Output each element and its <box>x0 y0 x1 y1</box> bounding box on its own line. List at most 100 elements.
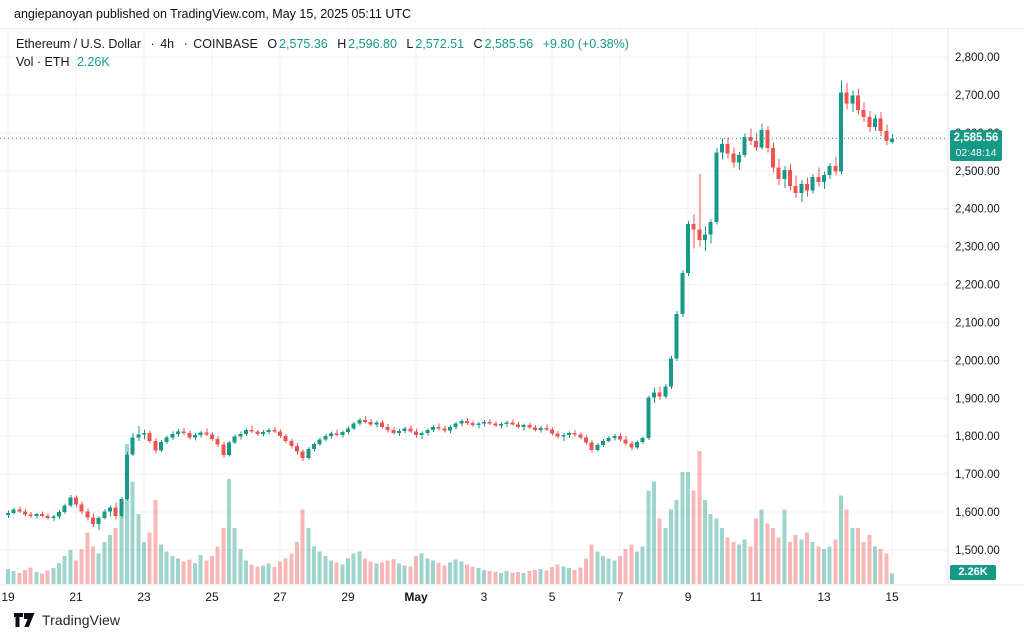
volume-bar <box>754 518 759 584</box>
volume-bar <box>601 555 606 584</box>
time-axis-label[interactable]: 27 <box>273 590 287 604</box>
tradingview-attribution[interactable]: TradingView <box>14 612 120 628</box>
candle-body <box>261 432 266 434</box>
price-axis-label[interactable]: 2,700.00 <box>955 90 1000 102</box>
price-axis-label[interactable]: 2,800.00 <box>955 52 1000 64</box>
volume-bar <box>578 567 583 584</box>
header-divider <box>0 28 1024 29</box>
candle-body <box>652 392 657 398</box>
volume-bar <box>856 527 861 584</box>
current-volume-badge: 2.26K <box>950 565 996 580</box>
time-axis-label[interactable]: 15 <box>885 590 899 604</box>
time-axis-label[interactable]: 7 <box>617 590 624 604</box>
price-axis-label[interactable]: 2,500.00 <box>955 166 1000 178</box>
candle-body <box>487 421 492 424</box>
candle-body <box>102 511 107 518</box>
volume-bar <box>102 541 107 584</box>
time-axis-label[interactable]: 25 <box>205 590 219 604</box>
time-axis-label[interactable]: 3 <box>481 590 488 604</box>
price-axis-label[interactable]: 1,600.00 <box>955 507 1000 519</box>
candle-body <box>691 223 696 230</box>
volume-bar <box>844 509 849 584</box>
candle-body <box>51 516 56 518</box>
volume-bar <box>686 471 691 584</box>
candle-body <box>759 129 764 148</box>
candle-body <box>238 433 243 437</box>
volume-bar <box>198 555 203 584</box>
time-axis-label[interactable]: 23 <box>137 590 151 604</box>
candle-body <box>431 426 436 430</box>
volume-bar <box>295 541 300 584</box>
volume-bar <box>652 481 657 584</box>
volume-bar <box>516 571 521 584</box>
candle-body <box>11 509 16 513</box>
candle-body <box>227 442 232 456</box>
volume-bar <box>788 541 793 584</box>
candle-body <box>295 446 300 452</box>
price-axis-label[interactable]: 1,800.00 <box>955 431 1000 443</box>
candle-body <box>510 422 515 425</box>
time-axis-label[interactable]: 19 <box>1 590 15 604</box>
volume-bar <box>816 546 821 584</box>
volume-bar <box>278 561 283 584</box>
candle-body <box>674 314 679 359</box>
price-axis-label[interactable]: 2,300.00 <box>955 242 1000 254</box>
candle-body <box>646 397 651 439</box>
time-axis-label[interactable]: May <box>404 590 428 604</box>
volume-bar <box>28 567 33 584</box>
candle-body <box>470 422 475 426</box>
volume-bar <box>465 564 470 584</box>
time-axis-label[interactable]: 11 <box>750 590 763 604</box>
volume-bar <box>703 499 708 584</box>
low-label: L <box>406 37 414 51</box>
candle-body <box>442 428 447 431</box>
time-axis-label[interactable]: 9 <box>685 590 692 604</box>
volume-bar <box>822 548 827 584</box>
candle-body <box>725 143 730 154</box>
candle-body <box>521 425 526 427</box>
volume-bar <box>606 558 611 584</box>
candle-body <box>816 176 821 183</box>
volume-bar <box>193 562 198 584</box>
time-axis-label[interactable]: 13 <box>817 590 831 604</box>
volume-bar <box>380 562 385 584</box>
price-axis-label[interactable]: 2,200.00 <box>955 280 1000 292</box>
candle-body <box>108 507 113 512</box>
candle-body <box>62 505 67 513</box>
candle-body <box>839 92 844 172</box>
volume-bar <box>839 495 844 584</box>
price-axis-label[interactable]: 1,700.00 <box>955 469 1000 481</box>
current-price-badge: 2,585.56 02:48:14 <box>950 129 1002 161</box>
candle-body <box>300 451 305 459</box>
volume-bar <box>589 544 594 584</box>
price-axis-label[interactable]: 2,100.00 <box>955 317 1000 329</box>
volume-bar <box>737 544 742 584</box>
volume-bar <box>759 509 764 584</box>
price-axis-label[interactable]: 1,500.00 <box>955 545 1000 557</box>
candle-body <box>567 433 572 436</box>
time-axis-label[interactable]: 29 <box>341 590 355 604</box>
volume-bar <box>142 541 147 584</box>
candle-body <box>306 449 311 459</box>
volume-bar <box>153 499 158 584</box>
volume-bar <box>561 566 566 584</box>
candle-body <box>283 436 288 442</box>
volume-bar <box>34 571 39 584</box>
price-axis-label[interactable]: 2,400.00 <box>955 204 1000 216</box>
price-axis-label[interactable]: 2,000.00 <box>955 355 1000 367</box>
price-axis-label[interactable]: 1,900.00 <box>955 393 1000 405</box>
candle-body <box>6 512 10 516</box>
volume-bar <box>510 572 515 584</box>
volume-bar <box>697 450 702 584</box>
candle-body <box>538 427 543 430</box>
volume-bar <box>873 546 878 584</box>
volume-bar <box>674 499 679 584</box>
volume-bar <box>708 513 713 584</box>
time-axis-label[interactable]: 21 <box>69 590 83 604</box>
time-axis-label[interactable]: 5 <box>549 590 556 604</box>
volume-bar <box>329 560 334 584</box>
candle-body <box>606 438 611 441</box>
candle-body <box>850 95 855 104</box>
candle-body <box>482 421 487 424</box>
